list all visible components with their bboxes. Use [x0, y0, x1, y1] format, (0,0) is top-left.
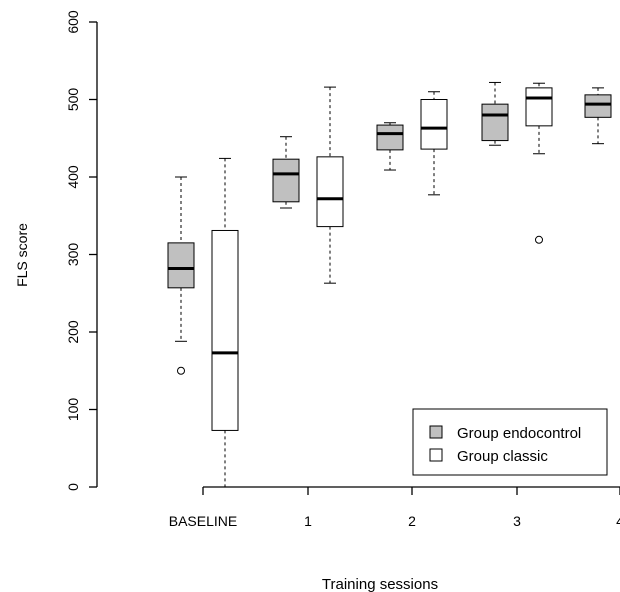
- x-axis: BASELINE 1 2 3 4: [169, 486, 620, 529]
- box-endocontrol-2: [376, 122, 404, 171]
- box-iqr: [167, 242, 195, 289]
- y-tick-label: 300: [65, 243, 81, 267]
- box-classic-baseline: [211, 157, 239, 488]
- outlier-point: [177, 366, 185, 375]
- legend-label-classic: Group classic: [457, 448, 548, 465]
- box-iqr: [420, 99, 448, 150]
- box-iqr: [272, 158, 300, 203]
- box-endocontrol-3: [481, 81, 509, 146]
- y-tick-label: 200: [65, 320, 81, 344]
- x-tick-label: BASELINE: [169, 513, 237, 529]
- box-series: [167, 81, 612, 488]
- box-iqr: [481, 103, 509, 142]
- legend-swatch-endocontrol: [429, 425, 443, 439]
- legend-swatch-classic: [429, 448, 443, 462]
- box-endocontrol-4: [584, 87, 612, 145]
- y-tick-label: 0: [65, 483, 81, 491]
- y-tick-label: 600: [65, 10, 81, 34]
- box-iqr: [376, 124, 404, 151]
- box-endocontrol-baseline: [167, 176, 195, 375]
- box-classic-2: [420, 91, 448, 196]
- outlier-point: [535, 235, 543, 244]
- box-iqr: [525, 87, 553, 127]
- y-axis: 0 100 200 300 400 500 600: [65, 10, 98, 491]
- x-tick-label: 2: [408, 513, 416, 529]
- x-axis-label: Training sessions: [322, 576, 438, 592]
- legend-label-endocontrol: Group endocontrol: [457, 425, 581, 442]
- legend: Group endocontrol Group classic: [412, 408, 608, 476]
- y-tick-label: 500: [65, 88, 81, 112]
- box-iqr: [316, 156, 344, 228]
- y-tick-label: 400: [65, 165, 81, 189]
- x-tick-label: 3: [513, 513, 521, 529]
- y-axis-label: FLS score: [14, 223, 30, 287]
- box-iqr: [211, 229, 239, 431]
- box-classic-3: [525, 82, 553, 244]
- box-classic-1: [316, 86, 344, 284]
- legend-frame: [412, 408, 608, 476]
- box-iqr: [584, 94, 612, 118]
- x-tick-label: 1: [304, 513, 312, 529]
- y-tick-label: 100: [65, 398, 81, 422]
- x-tick-label: 4: [616, 513, 620, 529]
- box-endocontrol-1: [272, 136, 300, 209]
